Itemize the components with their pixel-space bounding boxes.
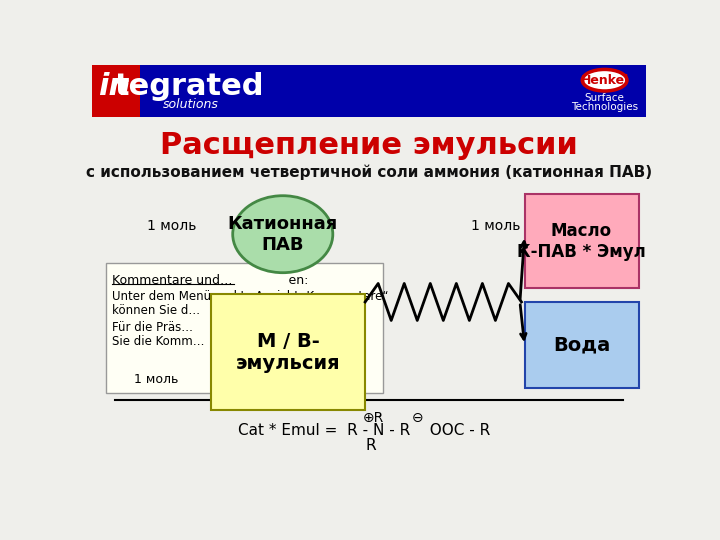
Text: Unter dem Menüpunkt „Ansicht, Kommentare“: Unter dem Menüpunkt „Ansicht, Kommentare…: [112, 289, 388, 302]
Text: Вода: Вода: [553, 335, 610, 355]
Text: ⊖: ⊖: [412, 411, 424, 426]
Text: Катионная
ПАВ: Катионная ПАВ: [228, 215, 338, 254]
Text: tegrated: tegrated: [115, 72, 264, 101]
Text: ⊕R: ⊕R: [363, 411, 384, 426]
Text: Technologies: Technologies: [571, 102, 638, 112]
Text: М / В-
эмульсия: М / В- эмульсия: [236, 332, 341, 373]
Text: R: R: [365, 438, 376, 453]
FancyBboxPatch shape: [92, 65, 140, 117]
Text: Расщепление эмульсии: Расщепление эмульсии: [160, 131, 578, 160]
Text: können Sie d…                    er ausschalten: können Sie d… er ausschalten: [112, 303, 362, 316]
Text: Cat * Emul =  R - N - R    OOC - R: Cat * Emul = R - N - R OOC - R: [238, 423, 490, 438]
Text: in: in: [98, 72, 130, 101]
Text: 1 моль: 1 моль: [148, 219, 197, 233]
Text: Surface: Surface: [585, 93, 624, 103]
Text: Für die Präs…               sdruck schalten: Für die Präs… sdruck schalten: [112, 321, 342, 334]
FancyBboxPatch shape: [92, 65, 647, 117]
Ellipse shape: [233, 195, 333, 273]
FancyBboxPatch shape: [525, 302, 639, 388]
Text: Kommentare und…              en:: Kommentare und… en:: [112, 274, 308, 287]
FancyBboxPatch shape: [525, 194, 639, 288]
Text: 1 моль: 1 моль: [134, 373, 179, 386]
FancyBboxPatch shape: [211, 294, 365, 410]
Text: Масло
К-ПАВ * Эмул: Масло К-ПАВ * Эмул: [517, 222, 646, 260]
Text: с использованием четвертичной соли аммония (катионная ПАВ): с использованием четвертичной соли аммон…: [86, 165, 652, 180]
Text: Henkel: Henkel: [580, 73, 629, 87]
Text: 1 моль: 1 моль: [471, 219, 520, 233]
Ellipse shape: [582, 70, 627, 91]
FancyBboxPatch shape: [92, 117, 647, 481]
FancyBboxPatch shape: [106, 264, 383, 393]
Text: Sie die Komm…: Sie die Komm…: [112, 335, 204, 348]
Text: solutions: solutions: [163, 98, 218, 111]
